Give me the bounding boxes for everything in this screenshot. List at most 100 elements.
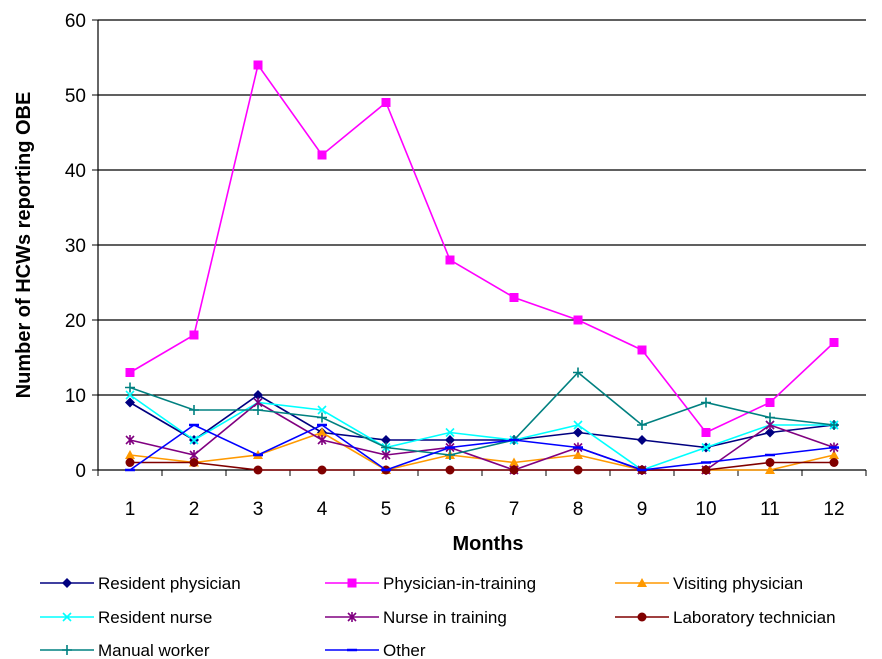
legend: Resident physician Physician-in-training V… (40, 574, 836, 659)
legend-item: Laboratory technician (615, 608, 836, 627)
data-point (125, 368, 135, 377)
legend-marker (62, 645, 72, 655)
legend-marker (347, 578, 357, 588)
data-point (445, 450, 455, 460)
series-1 (125, 60, 839, 437)
data-point (125, 458, 135, 467)
legend-item: Nurse in training (325, 608, 507, 627)
legend-marker (62, 612, 72, 622)
data-point (381, 442, 391, 453)
x-tick-label: 7 (509, 499, 520, 520)
series-6 (125, 367, 839, 460)
data-point (573, 450, 583, 459)
legend-marker (637, 578, 647, 587)
data-point (317, 405, 327, 415)
x-axis-label: Months (452, 533, 523, 555)
gridlines (98, 19, 866, 396)
x-tick-label: 4 (317, 499, 328, 520)
data-point (573, 427, 583, 438)
series-line (129, 63, 835, 434)
y-tick-label: 60 (65, 11, 86, 32)
data-point (765, 427, 775, 438)
data-point (317, 465, 327, 475)
data-point (125, 450, 135, 459)
data-point (189, 435, 199, 445)
legend-item: Manual worker (40, 641, 210, 659)
x-tick-label: 1 (125, 499, 136, 520)
x-tick-label: 5 (381, 499, 392, 520)
x-tick-label: 6 (445, 499, 456, 520)
data-point (253, 405, 263, 415)
legend-label: Manual worker (98, 641, 210, 659)
y-tick-labels: 0 10 20 30 40 50 60 (65, 11, 86, 482)
y-tick-label: 50 (65, 86, 86, 107)
x-tick-labels: 1 2 3 4 5 6 7 8 9 10 11 12 (125, 499, 845, 520)
series-line (130, 461, 834, 471)
data-point (637, 435, 647, 445)
data-point (509, 457, 519, 467)
data-point (381, 98, 391, 107)
series-3 (125, 390, 839, 475)
data-point (445, 435, 455, 445)
data-point (637, 345, 647, 355)
series-lines (125, 60, 839, 475)
x-tick-label: 3 (253, 499, 264, 520)
series-line (129, 371, 835, 456)
legend-label: Resident nurse (98, 608, 212, 627)
data-point (445, 255, 455, 265)
data-point (765, 458, 775, 467)
series-line (129, 394, 835, 449)
axes (92, 19, 867, 476)
data-point (125, 435, 135, 445)
data-point (317, 150, 327, 160)
data-point (637, 420, 647, 430)
series-line (129, 401, 835, 471)
y-tick-label: 30 (65, 236, 86, 257)
legend-item: Physician-in-training (325, 574, 536, 593)
data-point (445, 427, 455, 438)
data-point (189, 330, 199, 340)
data-point (317, 412, 327, 423)
series-line (129, 424, 835, 471)
data-point (573, 420, 583, 430)
data-point (253, 390, 263, 400)
data-point (701, 428, 711, 437)
x-tick-label: 9 (637, 499, 648, 520)
y-axis-label: Number of HCWs reporting OBE (13, 92, 35, 399)
data-point (573, 367, 583, 378)
x-tick-label: 11 (760, 499, 780, 520)
data-point (829, 458, 839, 467)
legend-label: Resident physician (98, 574, 241, 593)
x-tick-label: 12 (823, 499, 844, 520)
data-point (317, 435, 327, 445)
data-point (125, 390, 135, 400)
data-point (125, 382, 135, 393)
data-point (765, 412, 775, 423)
data-point (253, 60, 263, 70)
data-point (829, 450, 839, 459)
data-point (829, 420, 839, 430)
legend-item: Resident nurse (40, 608, 212, 627)
series-line (129, 394, 834, 471)
legend-label: Nurse in training (383, 608, 507, 627)
legend-label: Visiting physician (673, 574, 803, 593)
data-point (381, 435, 391, 445)
data-point (189, 405, 199, 415)
data-point (445, 465, 455, 475)
data-point (573, 465, 583, 475)
legend-marker (347, 612, 357, 622)
x-tick-label: 10 (695, 499, 716, 520)
data-point (509, 293, 519, 302)
y-tick-label: 40 (65, 161, 86, 182)
data-point (829, 338, 839, 347)
data-point (765, 465, 775, 474)
x-tick-label: 2 (189, 499, 200, 520)
data-point (125, 397, 135, 408)
legend-label: Laboratory technician (673, 608, 836, 627)
legend-item: Other (325, 641, 426, 659)
y-tick-label: 20 (65, 311, 86, 332)
legend-marker (637, 612, 647, 622)
series-7 (125, 423, 839, 472)
data-point (509, 465, 519, 475)
